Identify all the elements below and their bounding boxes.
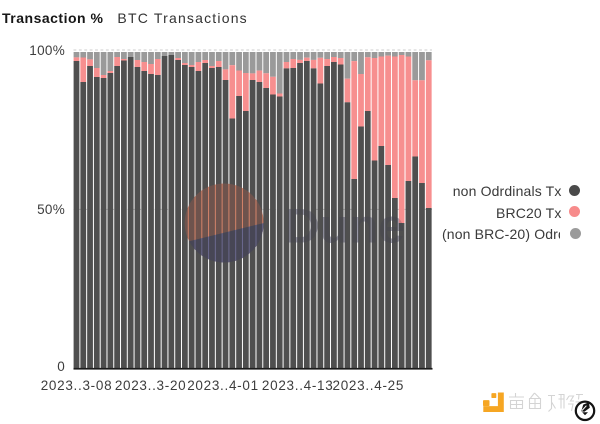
- svg-text:Dune: Dune: [285, 201, 405, 254]
